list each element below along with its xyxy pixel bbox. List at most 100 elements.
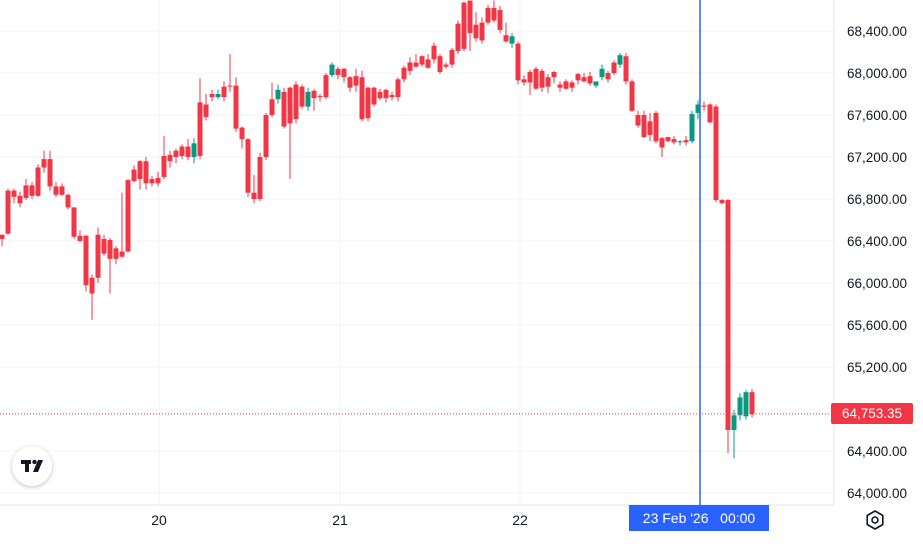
candle [227,54,233,92]
candle [449,47,455,68]
candle [593,81,599,88]
price-tick-label: 64,000.00 [847,486,907,501]
price-tick-label: 66,000.00 [847,276,907,291]
grid-lines [0,0,834,505]
price-tick-label: 68,000.00 [847,66,907,81]
last-price-badge: 64,753.35 [831,403,913,424]
candle [143,157,149,190]
candle [5,188,11,235]
candle-body [551,71,557,78]
candle-body [293,84,299,120]
candle [359,70,365,122]
candle [503,22,509,43]
candle-body [467,0,473,34]
candle-body [377,91,383,99]
candle [749,389,755,418]
candle-body [695,104,701,113]
candle-body [383,89,389,99]
candle-body [749,392,755,415]
candle-body [647,121,653,135]
candle [29,182,35,199]
candle-body [299,86,305,107]
candle-body [737,397,743,416]
candle [437,54,443,75]
candle [221,81,227,102]
candle-body [593,81,599,86]
candle-body [545,77,551,87]
candle-body [437,56,443,72]
candle-body [347,77,353,88]
price-tick-label: 65,200.00 [847,360,907,375]
candle-body [569,82,575,88]
candle [413,54,419,68]
candle-body [521,79,527,83]
candle [191,138,197,164]
candle [353,68,359,92]
candle [731,410,737,459]
candle-body [215,94,221,98]
tradingview-logo-icon[interactable] [12,446,52,486]
candle-body [473,24,479,39]
candle [125,179,131,253]
candle-body [275,89,281,100]
candle [701,101,707,111]
candle-body [41,159,47,168]
candle-body [731,415,737,430]
candle-body [257,157,263,199]
settings-icon[interactable] [864,509,886,531]
candle [725,199,731,454]
candle-body [233,85,239,129]
candle [419,55,425,67]
candle-body [47,159,53,187]
candle [209,89,215,102]
price-tick-label: 68,400.00 [847,24,907,39]
candle [689,110,695,144]
candle [149,175,155,187]
candle [401,65,407,83]
candle-body [0,234,5,239]
candle-body [527,71,533,83]
candle-body [407,62,413,71]
candle-body [689,113,695,142]
candle [365,86,371,122]
time-tick-label: 22 [512,512,528,528]
candle-body [131,169,137,182]
candle-body [107,239,113,259]
candle [0,234,5,247]
candle-body [335,68,341,76]
candle [527,69,533,96]
candle-body [5,190,11,234]
candle-body [95,234,101,278]
candle-body [611,62,617,73]
candle [737,393,743,421]
candle [23,179,29,201]
candle [161,136,167,180]
candle [371,86,377,107]
candle [659,137,665,157]
candle [281,87,287,129]
candle [335,66,341,80]
candle [41,150,47,173]
candle [629,79,635,112]
candle-body [677,141,683,143]
candle [233,77,239,132]
candle [179,144,185,160]
candle-body [197,102,203,156]
candle [53,182,59,197]
candle-body [269,99,275,115]
candle [467,0,473,51]
candle-body [167,154,173,162]
candle-body [281,91,287,127]
candle [707,103,713,124]
candle-body [161,155,167,177]
candle [341,67,347,83]
candle-body [137,161,143,180]
candle-body [119,251,125,257]
candle-body [599,68,605,78]
candle [59,183,65,196]
candle-body [53,186,59,195]
candle-body [101,238,107,254]
candle [317,94,323,102]
candle [203,94,209,121]
